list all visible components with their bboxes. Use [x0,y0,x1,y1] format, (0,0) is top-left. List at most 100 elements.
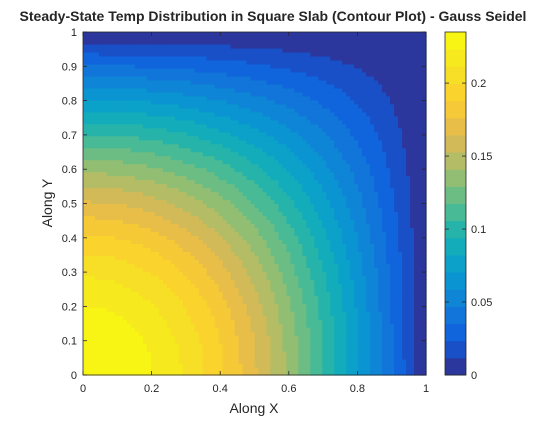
contour-cell [166,339,172,344]
contour-cell [302,63,307,69]
contour-cell [266,343,272,348]
contour-cell [142,55,148,61]
contour-cell [238,83,244,89]
contour-cell [174,67,180,73]
contour-cell [166,107,172,113]
contour-cell [130,32,136,37]
contour-cell [170,235,176,240]
contour-cell [94,207,100,213]
contour-cell [250,167,256,173]
contour-cell [290,247,295,252]
contour-cell [270,279,276,284]
contour-cell [282,147,288,153]
contour-cell [158,327,164,332]
contour-cell [114,227,120,233]
contour-cell [310,263,315,268]
contour-cell [194,171,200,177]
contour-cell [122,47,128,53]
contour-cell [242,147,248,153]
contour-cell [274,283,280,288]
contour-cell [238,319,244,324]
contour-cell [150,307,156,312]
contour-cell [138,151,144,157]
contour-cell [170,32,176,37]
contour-cell [158,359,164,364]
contour-cell [210,151,216,157]
contour-cell [194,115,200,121]
contour-cell [114,147,120,153]
contour-cell [178,327,184,332]
contour-cell [306,95,311,101]
contour-cell [130,303,136,308]
contour-cell [270,51,276,57]
contour-cell [154,183,160,189]
contour-cell [102,243,108,248]
contour-cell [286,347,291,352]
contour-cell [86,119,92,125]
contour-cell [210,211,216,217]
contour-cell [134,171,140,177]
contour-cell [202,343,208,348]
contour-cell [250,259,256,264]
contour-cell [142,211,148,217]
contour-cell [94,167,100,173]
contour-cell [158,247,164,252]
contour-cell [154,271,160,276]
contour-cell [162,63,168,69]
contour-cell [238,311,244,316]
contour-cell [83,55,88,61]
contour-cell [130,143,136,149]
contour-cell [154,227,160,233]
contour-cell [150,327,156,332]
contour-cell [266,67,272,73]
contour-cell [258,331,264,336]
contour-cell [90,63,96,69]
contour-cell [166,67,172,73]
contour-cell [234,187,240,193]
contour-cell [98,183,104,189]
contour-cell [298,147,303,153]
contour-cell [302,219,307,225]
contour-cell [226,35,232,41]
contour-cell [282,323,288,328]
contour-cell [186,99,192,105]
contour-cell [154,47,160,53]
contour-cell [86,107,92,113]
contour-cell [94,339,100,344]
contour-cell [110,55,116,61]
contour-cell [158,307,164,312]
contour-cell [310,159,315,165]
contour-cell [274,115,280,121]
contour-cell [118,187,124,193]
contour-cell [230,319,236,324]
contour-cell [230,111,236,117]
contour-cell [86,71,92,77]
contour-cell [114,319,120,324]
contour-cell [254,131,260,137]
contour-cell [310,291,315,296]
contour-cell [234,143,240,149]
contour-cell [86,303,92,308]
contour-cell [98,231,104,237]
contour-cell [270,115,276,121]
contour-cell [182,319,188,324]
contour-cell [146,171,152,177]
contour-cell [130,99,136,105]
contour-cell [146,319,152,324]
contour-cell [86,191,92,197]
contour-cell [154,55,160,61]
contour-cell [94,63,100,69]
contour-cell [178,75,184,81]
contour-cell [130,35,136,41]
contour-cell [254,303,260,308]
contour-cell [186,59,192,65]
contour-cell [214,195,220,201]
contour-cell [278,163,284,169]
contour-cell [98,223,104,229]
contour-cell [98,355,104,360]
contour-cell [83,223,88,229]
contour-cell [114,103,120,109]
contour-cell [214,223,220,229]
contour-cell [154,239,160,244]
contour-cell [126,83,132,89]
